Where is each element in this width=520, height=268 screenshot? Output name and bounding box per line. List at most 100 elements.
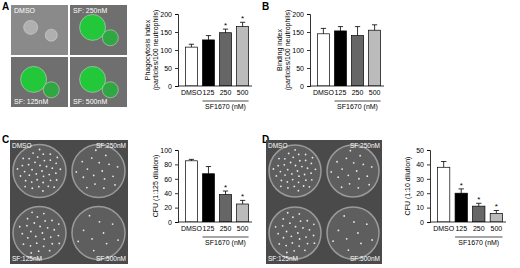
- colony: [37, 216, 39, 218]
- tick-label: 100: [160, 147, 172, 154]
- y-axis: 020406080100: [160, 147, 178, 226]
- x-axis-title: SF1670 (nM): [458, 239, 499, 247]
- y-tick: 50: [164, 65, 178, 72]
- tick-mark: [427, 150, 430, 151]
- y-axis-title: Binding index(particles/100 neutrophils): [276, 10, 292, 91]
- x-axis: DMSO125250500: [178, 222, 252, 232]
- colony: [49, 159, 51, 161]
- colony: [304, 174, 306, 176]
- significance-mark: *: [460, 181, 463, 190]
- x-tick: 250: [352, 86, 364, 96]
- y-tick: 0: [300, 83, 310, 90]
- colony: [284, 174, 286, 176]
- colony: [288, 153, 290, 155]
- colony: [23, 243, 25, 245]
- colony: [366, 175, 368, 177]
- image-label: SF:250nM: [96, 142, 126, 149]
- colony: [371, 166, 373, 168]
- tick-label: 100: [292, 47, 304, 54]
- colony: [41, 170, 43, 172]
- micrograph: [11, 5, 68, 55]
- tick-label: 125: [203, 89, 215, 96]
- y-axis-title: CFU (1:125 dilution): [152, 155, 160, 218]
- colony: [346, 157, 348, 159]
- cell: [45, 29, 57, 41]
- bar: [202, 174, 214, 222]
- colony: [93, 174, 95, 176]
- colony: [28, 158, 30, 160]
- tick-label: 80: [164, 161, 172, 168]
- tick-mark: [175, 68, 178, 69]
- colony: [43, 213, 45, 215]
- colony: [83, 229, 85, 231]
- figure: ADMSOSF: 250nMSF: 125nMSF: 500nM05010015…: [0, 0, 520, 268]
- colony: [359, 155, 361, 157]
- colony: [286, 252, 288, 254]
- x-axis: DMSO125250500: [430, 222, 506, 232]
- error-bar: [189, 44, 194, 47]
- bar: [237, 27, 249, 86]
- error-bar: [372, 25, 377, 30]
- colony: [305, 159, 307, 161]
- plate: [327, 207, 379, 259]
- error-cap: [372, 24, 377, 25]
- plate: [72, 207, 125, 260]
- colony: [282, 225, 284, 227]
- plate-background: [10, 140, 69, 202]
- axis-line: [178, 222, 252, 223]
- micrograph: [11, 57, 68, 107]
- colony: [305, 236, 307, 238]
- colony: [53, 229, 55, 231]
- x-tick: 250: [220, 222, 232, 232]
- colony: [87, 168, 89, 170]
- tick-mark: [427, 208, 430, 209]
- tick-mark: [427, 179, 430, 180]
- colony: [117, 239, 119, 241]
- group-bracket: [202, 237, 248, 238]
- x-tick: 250: [220, 86, 232, 96]
- tick-label: DMSO: [313, 89, 335, 96]
- colony: [58, 242, 60, 244]
- error-cap: [441, 161, 446, 162]
- colony: [360, 242, 362, 244]
- cell: [43, 82, 59, 98]
- axis-line: [175, 15, 179, 87]
- x-tick: 500: [237, 86, 249, 96]
- colony: [338, 230, 340, 232]
- significance-mark: *: [224, 183, 227, 192]
- tick-label: 100: [160, 47, 172, 54]
- cell: [80, 66, 106, 92]
- error-bar: [189, 159, 194, 160]
- colony: [38, 186, 40, 188]
- axis-line: [307, 15, 311, 87]
- colony: [34, 161, 36, 163]
- colony: [275, 175, 277, 177]
- colony: [300, 220, 302, 222]
- colony: [298, 213, 300, 215]
- colony: [293, 186, 295, 188]
- colony: [278, 243, 280, 245]
- colony: [21, 233, 23, 235]
- bar: [220, 33, 232, 86]
- colony: [284, 158, 286, 160]
- colony: [30, 252, 32, 254]
- colony: [58, 223, 60, 225]
- colony: [103, 187, 105, 189]
- colony: [31, 211, 33, 213]
- tick-mark: [175, 164, 178, 165]
- x-axis: DMSO125250500: [310, 86, 384, 96]
- tick-mark: [427, 222, 430, 223]
- colony: [287, 187, 289, 189]
- image-grid: DMSOSF:250nMSF:125nMSF:500nM: [266, 140, 382, 264]
- colony: [282, 218, 284, 220]
- error-stem: [340, 27, 341, 31]
- tick-label: 250: [473, 225, 485, 232]
- y-tick: 100: [292, 47, 310, 54]
- y-axis: 050100150200: [292, 11, 310, 90]
- image-grid: DMSOSF: 250nMSF: 125nMSF: 500nM: [11, 5, 127, 107]
- tick-mark: [307, 32, 310, 33]
- tick-mark: [427, 164, 430, 165]
- colony: [290, 162, 292, 164]
- colony: [275, 226, 277, 228]
- x-tick: 125: [203, 222, 215, 232]
